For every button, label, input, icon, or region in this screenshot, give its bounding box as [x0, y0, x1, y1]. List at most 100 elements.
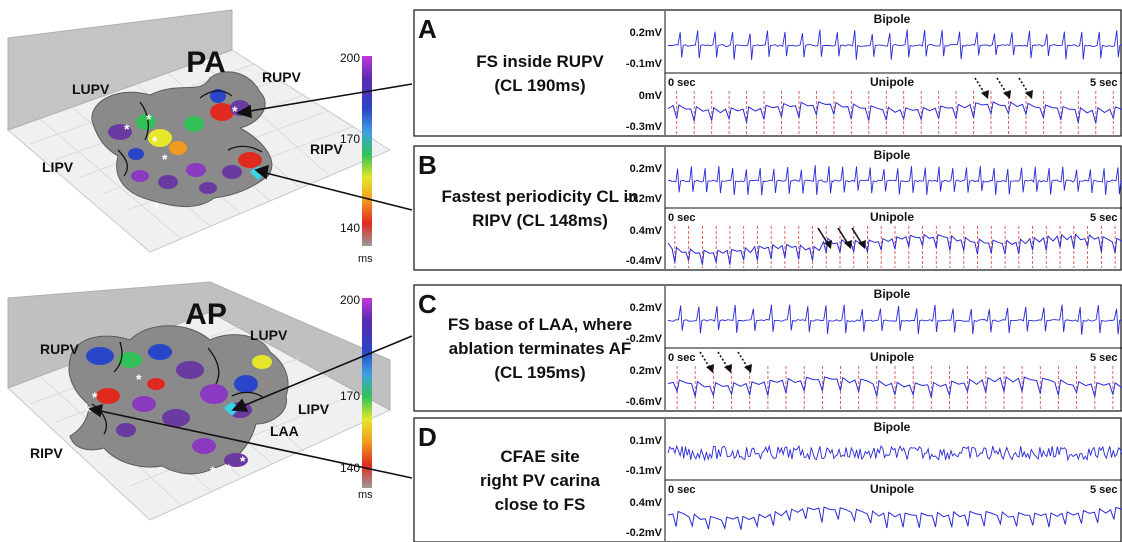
bipole-bottom-label: -0.1mV	[626, 465, 663, 477]
bipole-title: Bipole	[874, 12, 911, 26]
unipole-end-label: 5 sec	[1090, 352, 1118, 364]
annotation-arrow-head	[706, 364, 714, 373]
unipole-title: Unipole	[870, 350, 914, 364]
unipole-trace	[667, 376, 1122, 398]
panel-caption-line: FS inside RUPV	[476, 52, 604, 71]
ecg-panels: A FS inside RUPV (CL 190ms) Bipole 0.2mV -0.1…	[413, 9, 1122, 542]
map-ap-pv-lines	[91, 341, 265, 435]
bipole-top-label: 0.2mV	[630, 302, 663, 314]
unipole-top-label: 0.4mV	[630, 497, 663, 509]
ap-blob	[224, 453, 248, 467]
panel-caption-line: (CL 195ms)	[494, 363, 585, 382]
pa-star: *	[146, 111, 152, 127]
annotation-arrow	[717, 351, 729, 369]
pa-blob	[210, 89, 226, 103]
map-pa-stars: * * * * * *	[124, 103, 238, 215]
panel-a: A FS inside RUPV (CL 190ms) Bipole 0.2mV -0.1…	[413, 9, 1122, 137]
map-ap-backwall	[7, 281, 391, 411]
map-pa-colorbar: 200 170 140 ms	[340, 51, 373, 265]
bipole-top-label: 0.1mV	[630, 435, 663, 447]
pa-blob	[128, 148, 144, 160]
map-pa-label-rupv: RUPV	[262, 69, 302, 85]
ap-star: *	[86, 403, 92, 419]
panel-caption-line: (CL 190ms)	[494, 76, 585, 95]
map-ap-label-lupv: LUPV	[250, 327, 288, 343]
pa-blob	[222, 165, 242, 179]
unipole-start-label: 0 sec	[668, 212, 696, 224]
map-ap-stars: * * * * * *	[86, 371, 246, 479]
bipole-title: Bipole	[874, 148, 911, 162]
unipole-trace	[667, 101, 1122, 124]
map-pa-label-ripv: RIPV	[310, 141, 343, 157]
bipole-trace	[667, 444, 1122, 462]
annotation-arrow-head	[1025, 90, 1033, 99]
ap-star: *	[210, 463, 216, 479]
unipole-title: Unipole	[870, 482, 914, 496]
arrow-a	[243, 83, 413, 113]
annotation-arrow	[699, 351, 711, 369]
map-ap-label-lipv: LIPV	[298, 401, 330, 417]
map-ap-label-ripv: RIPV	[30, 445, 63, 461]
annotation-arrow-head	[724, 364, 732, 373]
ap-blob	[147, 378, 165, 390]
ap-blob	[234, 375, 258, 393]
annotation-arrow	[996, 77, 1008, 95]
annotation-arrow	[974, 77, 986, 95]
ap-blob	[132, 396, 156, 412]
unipole-bottom-label: -0.3mV	[626, 121, 663, 133]
unipole-start-label: 0 sec	[668, 352, 696, 364]
ap-blob	[86, 347, 114, 365]
unipole-title: Unipole	[870, 75, 914, 89]
ap-blob	[116, 423, 136, 437]
arrow-c	[237, 335, 413, 409]
annotation-arrow	[1018, 77, 1030, 95]
annotation-arrow-head	[844, 240, 852, 249]
annotation-arrow	[837, 227, 849, 245]
map-pa-backwall	[7, 9, 233, 131]
map-ap-label-laa: LAA	[270, 423, 299, 439]
pa-blob	[131, 170, 149, 182]
map-pa: * * * * * * PA LUPV RUPV LIPV RIPV 200 1…	[7, 9, 392, 265]
unipole-end-label: 5 sec	[1090, 484, 1118, 496]
unipole-start-label: 0 sec	[668, 484, 696, 496]
map-pa-label-lipv: LIPV	[42, 159, 74, 175]
pa-blob	[186, 163, 206, 177]
ap-star: *	[226, 461, 232, 477]
ap-scale-max: 200	[340, 293, 360, 307]
unipole-trace	[667, 506, 1122, 530]
map-pa-title: PA	[186, 46, 225, 79]
arrow-d	[95, 409, 413, 479]
unipole-top-label: 0mV	[639, 90, 663, 102]
panel-caption-line: RIPV (CL 148ms)	[472, 211, 608, 230]
ap-scale-min: 140	[340, 461, 360, 475]
pa-scale-mid: 170	[340, 132, 360, 146]
ap-star: *	[240, 453, 246, 469]
pa-blob	[238, 152, 262, 168]
map-ap-colorbar: 200 170 140 ms	[340, 293, 373, 501]
ap-scale-mid: 170	[340, 389, 360, 403]
annotation-arrow	[851, 227, 863, 245]
unipole-bottom-label: -0.2mV	[626, 527, 663, 539]
pa-star: *	[152, 133, 158, 149]
connector-arrows	[88, 83, 413, 479]
unipole-top-label: 0.2mV	[630, 365, 663, 377]
panel-letter: A	[418, 14, 437, 44]
ap-scale-unit: ms	[358, 489, 373, 501]
panel-letter: D	[418, 422, 437, 452]
arrow-c-head	[231, 398, 249, 412]
bipole-trace	[667, 165, 1122, 196]
ap-blob	[96, 388, 120, 404]
pa-scale-max: 200	[340, 51, 360, 65]
map-ap-label-rupv: RUPV	[40, 341, 80, 357]
arrow-a-head	[236, 104, 252, 119]
panel-caption-line: close to FS	[495, 495, 586, 514]
panel-caption-line: Fastest periodicity CL in	[441, 187, 638, 206]
pa-blob	[148, 129, 172, 147]
panel-c: C FS base of LAA, where ablation terminate…	[413, 284, 1122, 412]
pa-blob	[108, 124, 132, 140]
unipole-end-label: 5 sec	[1090, 212, 1118, 224]
panel-caption-line: right PV carina	[480, 471, 601, 490]
pa-blob	[136, 114, 156, 130]
